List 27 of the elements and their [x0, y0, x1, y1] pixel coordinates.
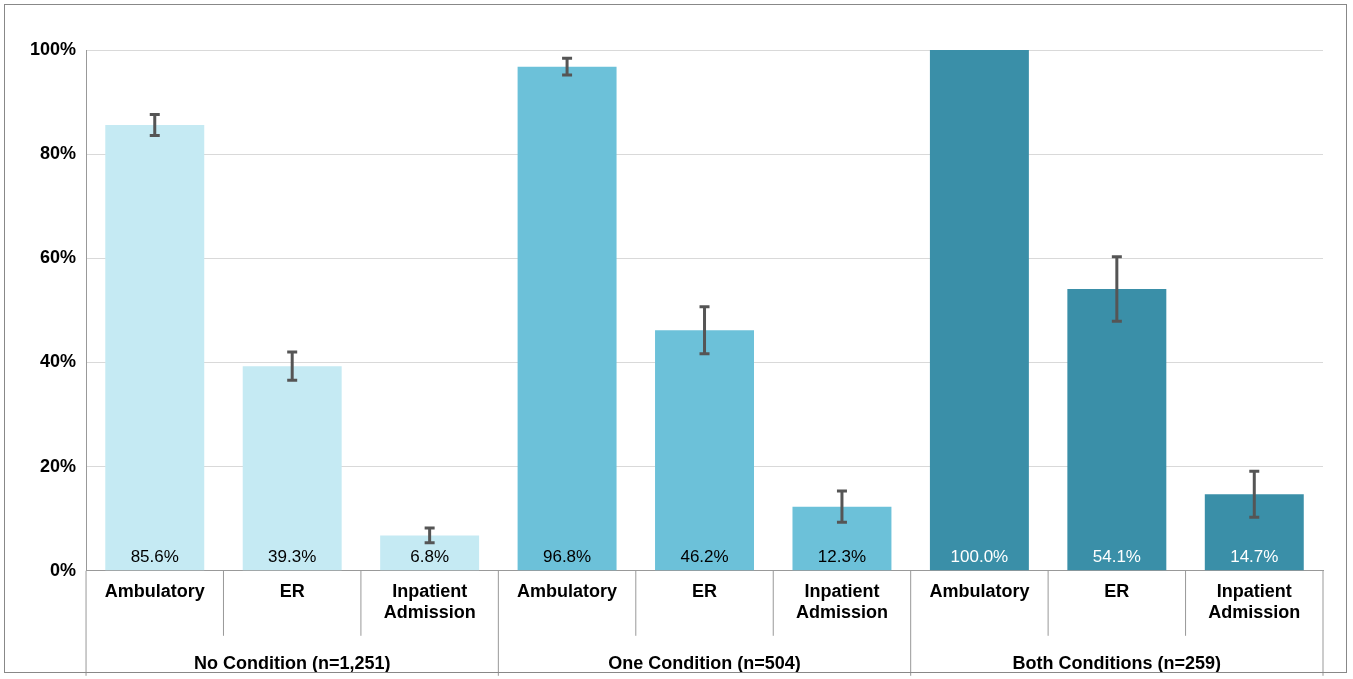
x-tick-label: Inpatient Admission	[1208, 580, 1301, 623]
x-tick-label: Inpatient Admission	[795, 580, 888, 623]
data-label: 14.7%	[1230, 546, 1279, 566]
x-tick-label: ER	[279, 580, 305, 601]
data-label: 96.8%	[542, 546, 592, 566]
x-tick-label: Ambulatory	[104, 580, 205, 601]
data-label: 54.1%	[1092, 546, 1141, 566]
x-tick-label: Ambulatory	[929, 580, 1030, 601]
y-tick-label: 100%	[29, 38, 77, 59]
y-tick-label: 60%	[40, 247, 77, 268]
y-tick-label: 40%	[40, 351, 77, 372]
y-tick-label: 0%	[50, 559, 77, 580]
y-tick-label: 80%	[40, 143, 77, 164]
data-label: 6.8%	[410, 546, 450, 566]
x-tick-label: ER	[692, 580, 718, 601]
text: Both Conditions (n=259)	[1012, 652, 1222, 673]
x-tick-label: Inpatient Admission	[383, 580, 476, 623]
data-label: 46.2%	[680, 546, 729, 566]
x-tick-label: ER	[1104, 580, 1130, 601]
text: One Condition (n=504)	[608, 652, 801, 673]
data-label: 39.3%	[268, 546, 317, 566]
data-label: 12.3%	[817, 546, 867, 566]
text: No Condition (n=1,251)	[193, 652, 391, 673]
x-tick-label: Ambulatory	[517, 580, 618, 601]
data-label: 100.0%	[950, 546, 1009, 566]
y-tick-label: 20%	[40, 455, 77, 476]
data-label: 85.6%	[130, 546, 179, 566]
